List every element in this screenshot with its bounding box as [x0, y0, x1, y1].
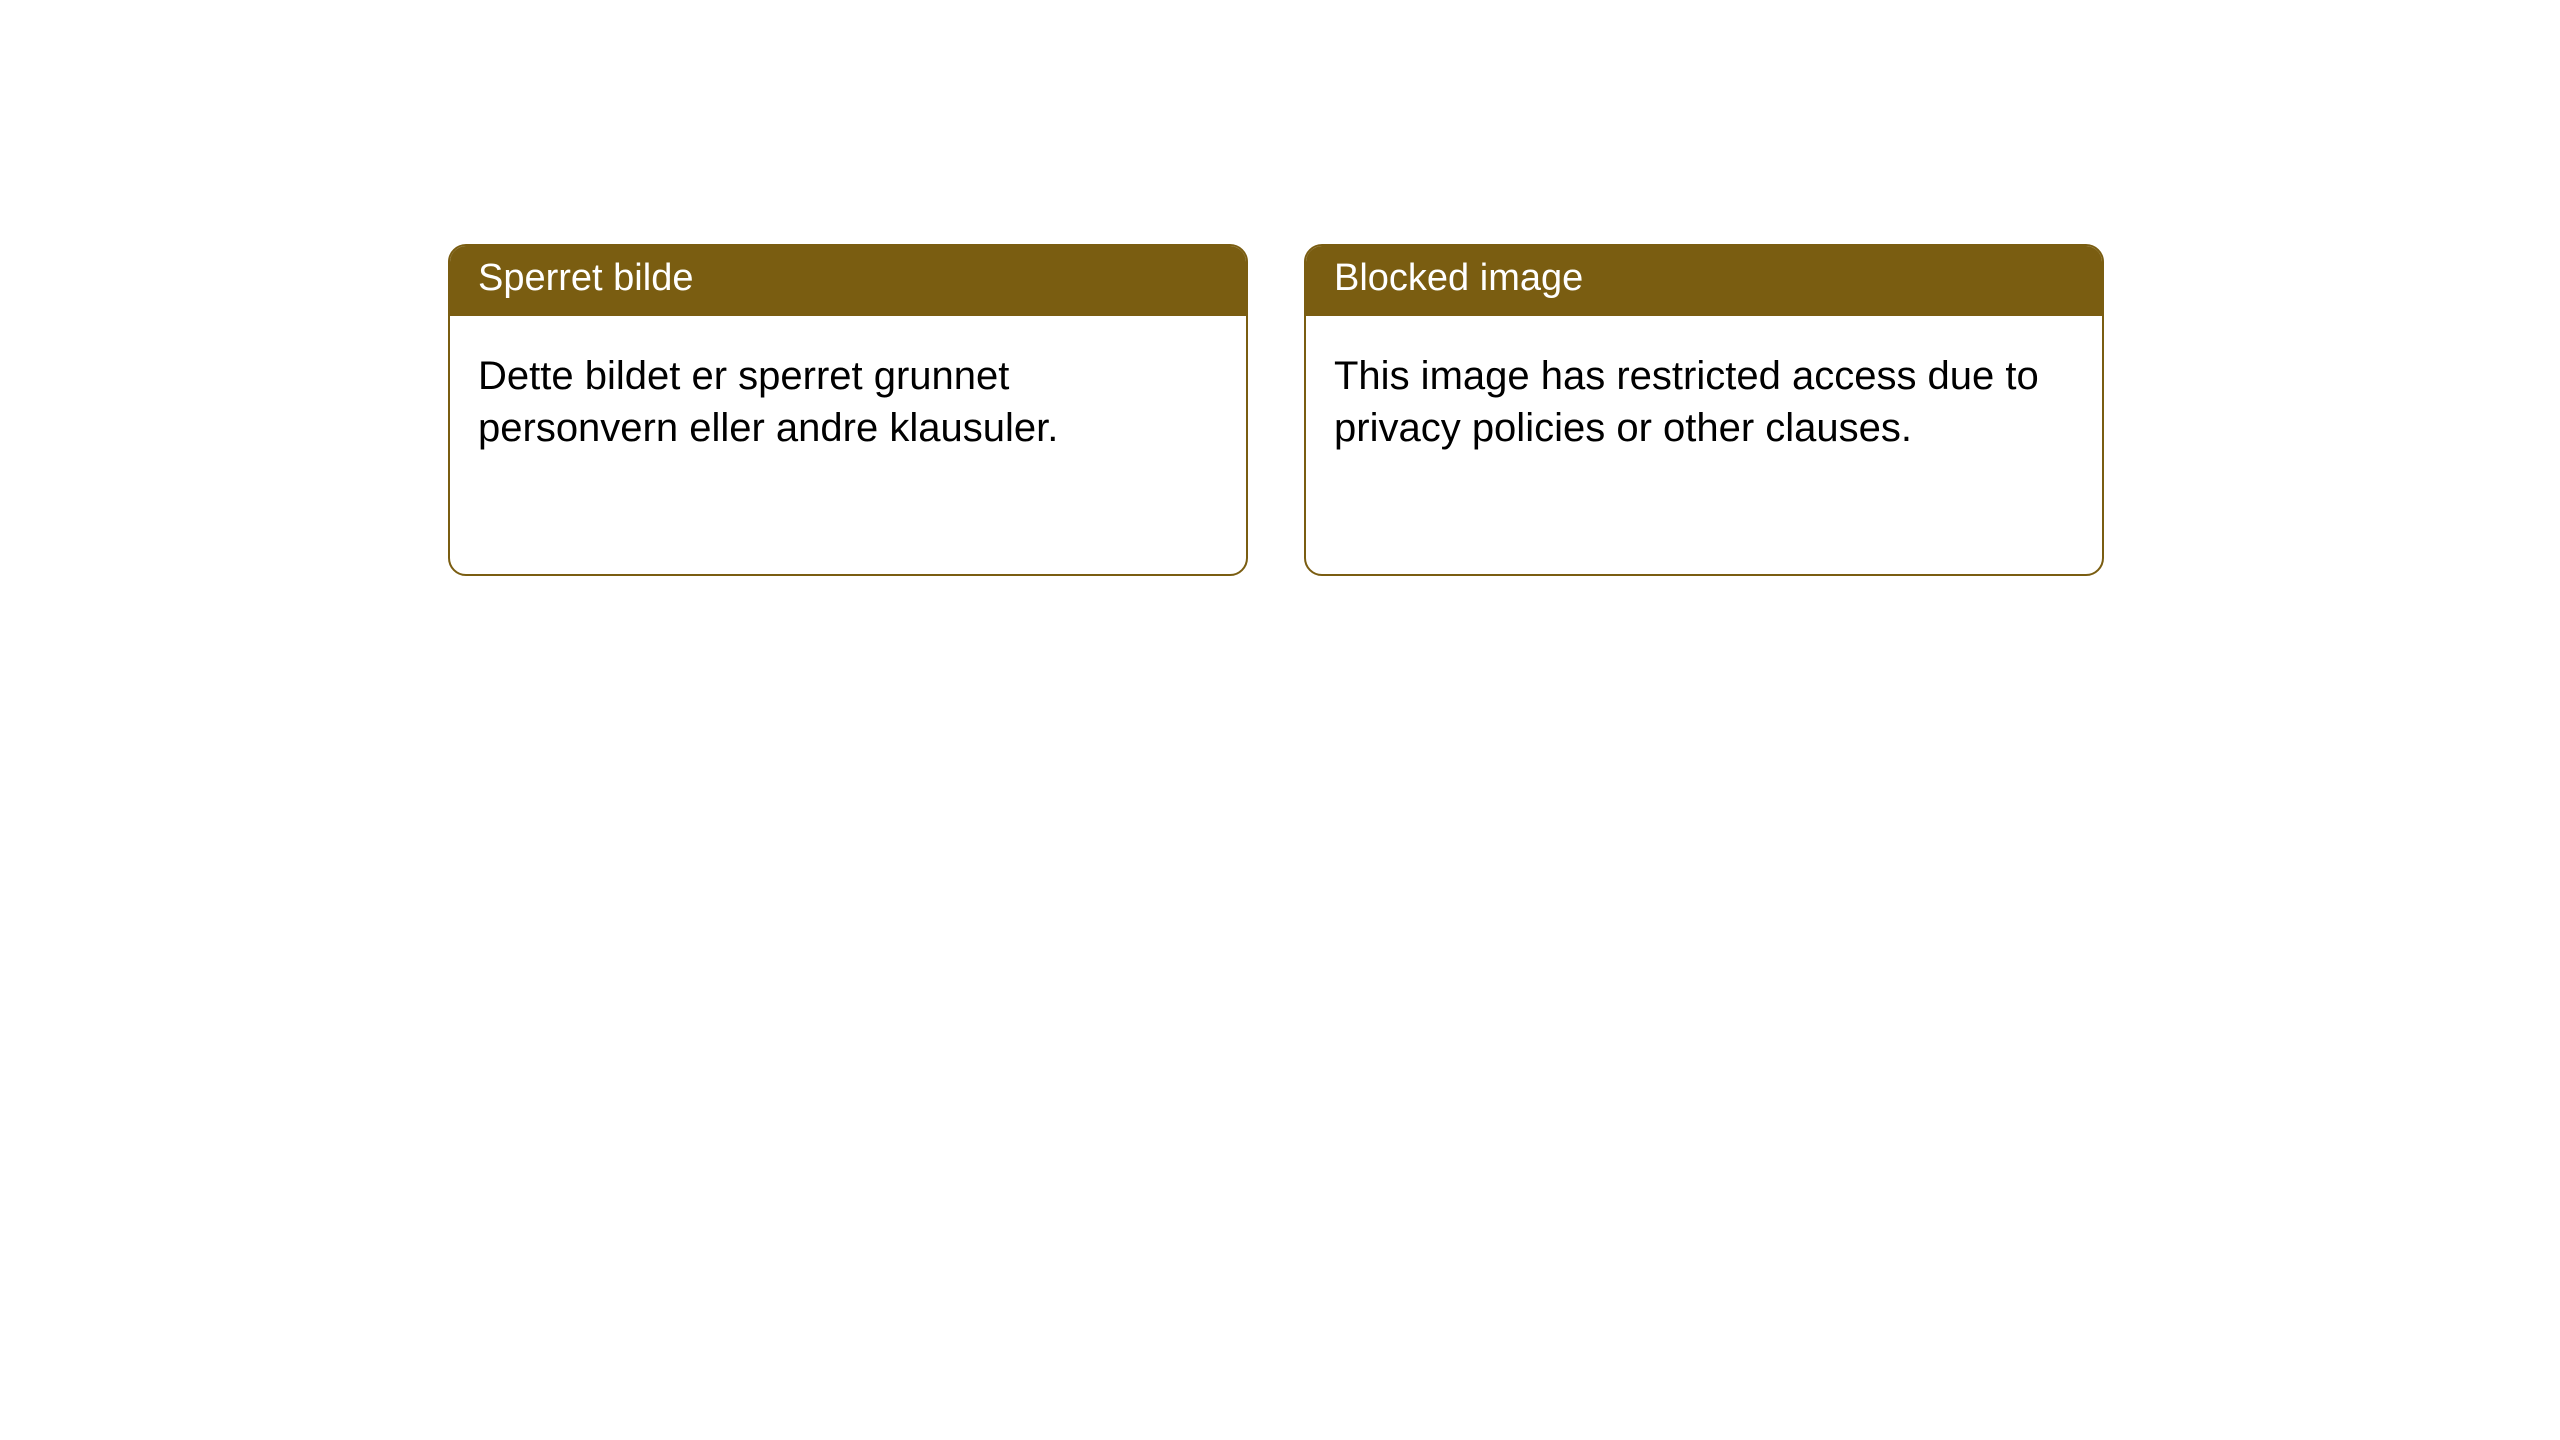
notice-card-body: This image has restricted access due to …: [1306, 316, 2102, 488]
notice-card-title: Blocked image: [1306, 246, 2102, 316]
notice-card-body: Dette bildet er sperret grunnet personve…: [450, 316, 1246, 488]
notice-card-norwegian: Sperret bilde Dette bildet er sperret gr…: [448, 244, 1248, 576]
notice-cards-container: Sperret bilde Dette bildet er sperret gr…: [448, 244, 2104, 576]
notice-card-english: Blocked image This image has restricted …: [1304, 244, 2104, 576]
notice-card-title: Sperret bilde: [450, 246, 1246, 316]
